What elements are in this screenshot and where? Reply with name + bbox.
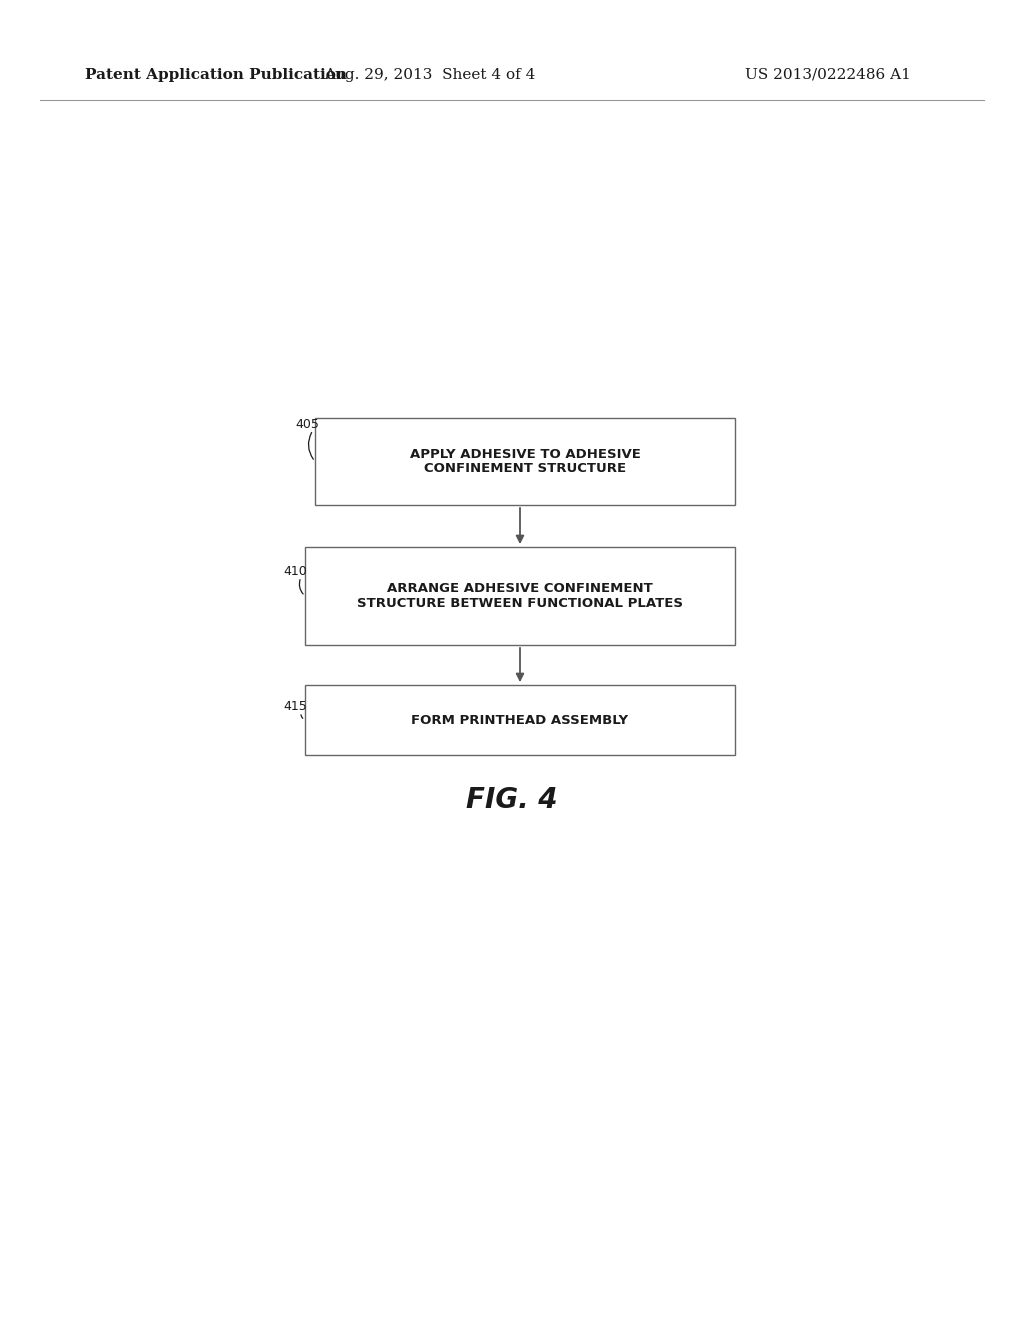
Text: APPLY ADHESIVE TO ADHESIVE
CONFINEMENT STRUCTURE: APPLY ADHESIVE TO ADHESIVE CONFINEMENT S… [410, 447, 640, 475]
Text: ARRANGE ADHESIVE CONFINEMENT
STRUCTURE BETWEEN FUNCTIONAL PLATES: ARRANGE ADHESIVE CONFINEMENT STRUCTURE B… [357, 582, 683, 610]
Text: Aug. 29, 2013  Sheet 4 of 4: Aug. 29, 2013 Sheet 4 of 4 [325, 69, 536, 82]
Text: Patent Application Publication: Patent Application Publication [85, 69, 347, 82]
Bar [305, 685, 735, 755]
Text: 410: 410 [283, 565, 307, 578]
Text: 405: 405 [295, 418, 318, 432]
Bar [315, 418, 735, 506]
Text: FORM PRINTHEAD ASSEMBLY: FORM PRINTHEAD ASSEMBLY [412, 714, 629, 726]
Bar [305, 546, 735, 645]
Text: FIG. 4: FIG. 4 [466, 785, 558, 814]
Text: US 2013/0222486 A1: US 2013/0222486 A1 [745, 69, 911, 82]
Text: 415: 415 [283, 700, 307, 713]
